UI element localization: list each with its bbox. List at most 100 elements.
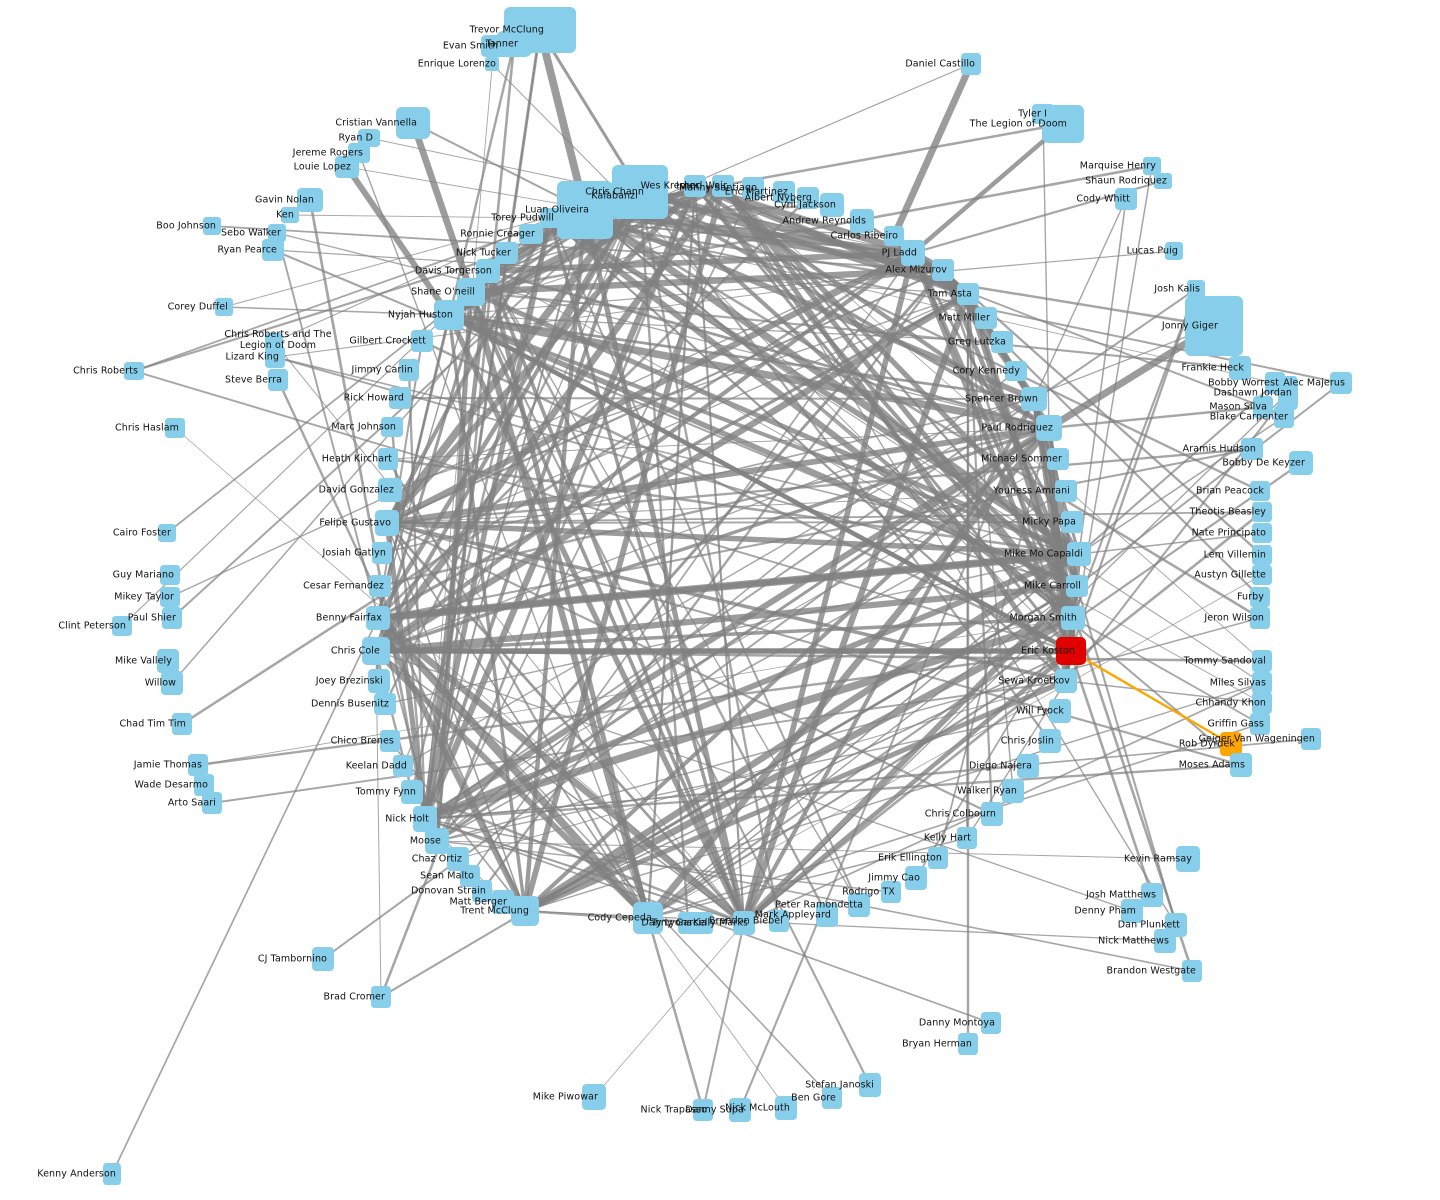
graph-node[interactable] xyxy=(850,209,874,233)
graph-node[interactable] xyxy=(1036,415,1062,441)
graph-node[interactable] xyxy=(268,224,286,242)
graph-node[interactable] xyxy=(262,239,284,261)
graph-node[interactable] xyxy=(958,1033,978,1055)
graph-node[interactable] xyxy=(372,542,392,564)
graph-node[interactable] xyxy=(381,417,403,437)
graph-node[interactable] xyxy=(957,827,977,849)
graph-node[interactable] xyxy=(582,1084,606,1110)
graph-node[interactable] xyxy=(203,217,221,235)
graph-node[interactable] xyxy=(265,346,285,368)
graph-node[interactable] xyxy=(1061,511,1083,533)
graph-node[interactable] xyxy=(848,893,870,917)
graph-node[interactable] xyxy=(822,1087,842,1109)
graph-node[interactable] xyxy=(797,187,819,209)
graph-node[interactable] xyxy=(1252,502,1272,522)
graph-node[interactable] xyxy=(1154,173,1172,189)
graph-node-selected[interactable] xyxy=(1056,637,1086,665)
graph-node[interactable] xyxy=(281,207,299,223)
graph-node[interactable] xyxy=(1121,899,1143,923)
graph-node[interactable] xyxy=(905,866,927,890)
graph-node[interactable] xyxy=(1165,242,1183,260)
graph-node[interactable] xyxy=(633,902,663,934)
graph-node[interactable] xyxy=(1252,565,1272,585)
graph-node[interactable] xyxy=(335,156,359,178)
graph-node[interactable] xyxy=(928,847,948,869)
graph-node[interactable] xyxy=(161,671,183,695)
graph-node[interactable] xyxy=(816,903,838,927)
graph-node[interactable] xyxy=(1017,754,1039,778)
graph-node[interactable] xyxy=(1005,361,1027,381)
graph-node-highlighted[interactable] xyxy=(1220,732,1242,756)
graph-node[interactable] xyxy=(1230,753,1252,777)
graph-node[interactable] xyxy=(366,606,390,630)
graph-node[interactable] xyxy=(557,181,613,239)
graph-node[interactable] xyxy=(434,300,464,330)
graph-node[interactable] xyxy=(991,331,1013,353)
graph-node[interactable] xyxy=(957,283,979,305)
graph-node[interactable] xyxy=(194,774,214,796)
graph-node[interactable] xyxy=(1187,280,1205,298)
graph-node[interactable] xyxy=(932,259,954,281)
graph-node[interactable] xyxy=(1330,372,1352,394)
graph-node[interactable] xyxy=(378,448,398,470)
graph-node[interactable] xyxy=(859,1073,881,1097)
graph-node[interactable] xyxy=(371,986,391,1008)
graph-node[interactable] xyxy=(1252,650,1272,672)
graph-node[interactable] xyxy=(1042,105,1084,143)
graph-node[interactable] xyxy=(1289,451,1313,475)
graph-node[interactable] xyxy=(742,177,764,199)
graph-node[interactable] xyxy=(399,359,419,381)
graph-node[interactable] xyxy=(481,35,507,57)
graph-node[interactable] xyxy=(112,616,132,636)
graph-node[interactable] xyxy=(447,847,469,871)
graph-node[interactable] xyxy=(215,298,233,316)
graph-node[interactable] xyxy=(401,780,423,804)
graph-node[interactable] xyxy=(1049,699,1071,723)
graph-node[interactable] xyxy=(172,713,192,735)
graph-node[interactable] xyxy=(511,896,539,926)
graph-node[interactable] xyxy=(160,587,180,607)
graph-node[interactable] xyxy=(157,649,179,673)
graph-node[interactable] xyxy=(1143,157,1161,175)
graph-node[interactable] xyxy=(1301,728,1321,750)
graph-node[interactable] xyxy=(775,1096,797,1120)
graph-node[interactable] xyxy=(476,259,500,283)
graph-node[interactable] xyxy=(1061,606,1085,630)
graph-node[interactable] xyxy=(1055,480,1077,502)
graph-node[interactable] xyxy=(1047,448,1069,470)
graph-node[interactable] xyxy=(693,1099,713,1121)
graph-node[interactable] xyxy=(380,730,400,752)
graph-node[interactable] xyxy=(1039,729,1061,753)
graph-node[interactable] xyxy=(103,1163,121,1185)
graph-node[interactable] xyxy=(413,806,437,832)
graph-node[interactable] xyxy=(820,193,844,217)
graph-node[interactable] xyxy=(396,107,430,139)
graph-node[interactable] xyxy=(1252,692,1272,714)
graph-node[interactable] xyxy=(961,53,981,75)
graph-node[interactable] xyxy=(1002,779,1024,803)
graph-node[interactable] xyxy=(312,947,334,971)
graph-node[interactable] xyxy=(1250,587,1270,607)
graph-node[interactable] xyxy=(1250,481,1270,501)
graph-node[interactable] xyxy=(1182,960,1202,982)
graph-node[interactable] xyxy=(268,369,288,391)
graph-node[interactable] xyxy=(393,755,413,777)
graph-node[interactable] xyxy=(1278,376,1298,410)
graph-node[interactable] xyxy=(374,693,396,715)
graph-node[interactable] xyxy=(297,188,323,212)
graph-node[interactable] xyxy=(369,575,391,597)
graph-node[interactable] xyxy=(1252,672,1272,694)
graph-node[interactable] xyxy=(368,669,390,693)
graph-node[interactable] xyxy=(1274,406,1294,428)
graph-node[interactable] xyxy=(620,183,648,209)
graph-node[interactable] xyxy=(362,637,390,665)
graph-node[interactable] xyxy=(389,387,411,409)
graph-node[interactable] xyxy=(202,792,222,814)
graph-node[interactable] xyxy=(1185,296,1243,356)
graph-node[interactable] xyxy=(1055,669,1077,693)
graph-node[interactable] xyxy=(1229,356,1251,380)
graph-node[interactable] xyxy=(1252,523,1272,543)
graph-node[interactable] xyxy=(519,224,543,244)
graph-node[interactable] xyxy=(733,911,755,935)
